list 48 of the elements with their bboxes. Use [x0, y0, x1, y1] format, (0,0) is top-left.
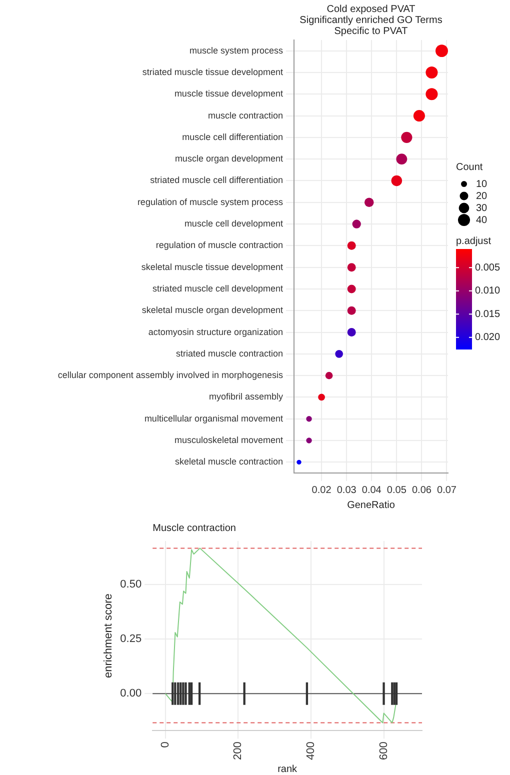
y-tick-label: muscle cell differentiation	[182, 132, 283, 142]
x-tick-label: 400	[305, 742, 317, 760]
y-tick-label: striated muscle contraction	[176, 348, 283, 358]
y-axis-title: enrichment score	[102, 594, 115, 678]
y-tick-label: muscle system process	[189, 45, 284, 56]
y-tick-label: 0.50	[120, 578, 142, 591]
x-tick-label: 0.07	[437, 484, 457, 496]
y-tick-label: actomyosin structure organization	[148, 326, 283, 337]
chart-title: Cold exposed PVAT Significantly enriched GO Terms Specific to PVAT	[300, 4, 442, 37]
x-tick-label: 200	[232, 742, 244, 760]
y-tick-label: muscle cell development	[184, 218, 284, 229]
legend-label: 20	[476, 190, 488, 202]
y-tick-label: regulation of muscle system process	[137, 196, 284, 207]
x-axis-title: GeneRatio	[347, 500, 396, 511]
x-axis-title: rank	[278, 764, 298, 775]
y-tick-label: skeletal muscle tissue development	[141, 262, 284, 272]
color-bar-label: 0.015	[475, 308, 500, 320]
color-bar-label: 0.020	[475, 332, 500, 344]
legend-title: Count	[456, 162, 483, 173]
x-tick-label: 0.02	[312, 484, 332, 496]
chart-title: Muscle contraction	[152, 523, 236, 534]
color-bar-title: p.adjust	[456, 236, 492, 247]
y-tick-label: striated muscle cell development	[152, 283, 284, 294]
y-tick-label: muscle tissue development	[174, 88, 284, 99]
legend-label: 30	[476, 202, 488, 214]
y-tick-label: regulation of muscle contraction	[156, 240, 283, 250]
color-bar-label: 0.005	[475, 262, 500, 274]
x-tick-label: 0.05	[386, 484, 407, 496]
y-tick-label: skeletal muscle contraction	[174, 456, 283, 467]
y-tick-label: 0.25	[120, 633, 142, 646]
y-tick-label: skeletal muscle organ development	[142, 305, 284, 316]
legend-label: 40	[476, 214, 488, 226]
y-tick-label: cellular component assembly involved in morphogenesis	[58, 370, 284, 380]
legend-label: 10	[476, 178, 488, 190]
x-tick-label: 0.03	[336, 484, 357, 496]
y-tick-label: muscle contraction	[208, 110, 283, 120]
x-tick-label: 0	[159, 742, 172, 748]
x-tick-label: 0.06	[412, 484, 432, 496]
y-tick-label: musculoskeletal movement	[174, 435, 284, 446]
x-tick-label: 0.04	[362, 484, 382, 496]
y-tick-label: multicellular organismal movement	[144, 413, 284, 424]
color-bar-label: 0.010	[475, 286, 500, 297]
y-tick-label: striated muscle tissue development	[142, 66, 284, 77]
y-tick-label: muscle organ development	[174, 154, 284, 164]
y-tick-label: striated muscle cell differentiation	[150, 175, 283, 186]
y-tick-label: myofibril assembly	[208, 392, 284, 402]
x-tick-label: 600	[378, 742, 390, 760]
y-tick-label: 0.00	[120, 688, 142, 700]
